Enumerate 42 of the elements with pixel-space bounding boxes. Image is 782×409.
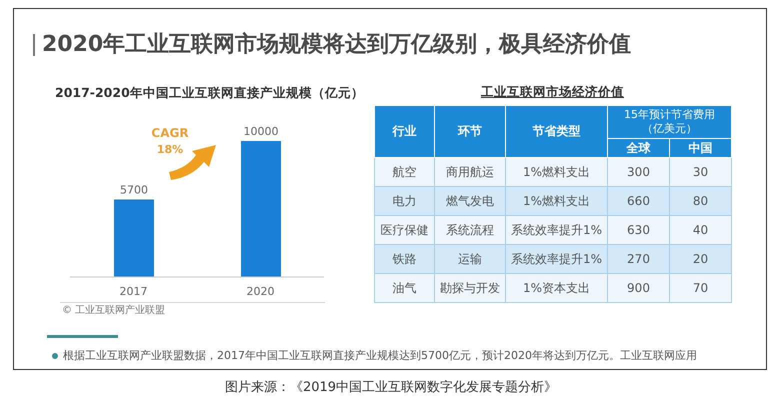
y-tick-label: 铁路	[392, 252, 416, 266]
x-tick-label: 环节	[458, 124, 482, 138]
data-label: 30	[692, 165, 708, 179]
data-label: 5700	[120, 183, 148, 196]
data-label: 10000	[244, 125, 278, 138]
text: CAGR	[151, 126, 189, 140]
annotation: 18%	[156, 143, 184, 156]
y-tick-label: 1%燃料支出	[522, 194, 590, 208]
x-tick-label: 2020	[246, 284, 274, 298]
data-label: 900	[627, 281, 650, 295]
data-label: 660	[627, 194, 650, 208]
text: © 工业互联网产业联盟	[62, 305, 166, 316]
data-label: 80	[692, 194, 708, 208]
x-tick-label: 2017	[120, 284, 148, 298]
y-tick-label: 航空	[392, 164, 416, 178]
text: 运输	[458, 252, 482, 266]
text: 商用航运	[446, 164, 494, 178]
y-tick-label: 1%资本支出	[522, 280, 590, 294]
y-tick-label: 1%燃料支出	[522, 164, 590, 178]
data-label: 630	[627, 223, 650, 237]
data-label: 300	[627, 165, 650, 179]
text: 15年预计节省费用（亿美元）	[624, 108, 715, 135]
y-tick-label: 电力	[392, 194, 416, 208]
y-tick-label: 油气	[392, 280, 416, 294]
text: 系统流程	[446, 222, 494, 236]
y-axis-title: 行业	[392, 124, 416, 138]
chart-subtitle: 2017-2020年中国工业互联网直接产业规模（亿元）	[55, 85, 364, 100]
y-tick-label: 系统效率提升1%	[510, 222, 602, 236]
x-tick-label: 中国	[688, 140, 712, 154]
data-label: 70	[692, 281, 708, 295]
y-axis-title: 节省类型	[532, 124, 580, 138]
chart-title: 2020年工业互联网市场规模将达到万亿级别，极具经济价值	[42, 32, 632, 57]
y-tick-label: 医疗保健	[380, 222, 428, 236]
data-label: 270	[627, 252, 650, 266]
x-tick-label: 全球	[626, 140, 650, 154]
y-tick-label: 系统效率提升1%	[510, 252, 602, 266]
data-label: 20	[692, 252, 708, 266]
text: 勘探与开发	[440, 280, 500, 294]
text: 图片来源：《2019中国工业互联网数字化发展专题分析》	[224, 380, 558, 395]
data-label: 40	[692, 223, 708, 237]
text: 燃气发电	[446, 194, 494, 208]
text: 根据工业互联网产业联盟数据，2017年中国工业互联网直接产业规模达到5700亿元，预计2020年将达到万亿元。工业互联网应用	[63, 349, 697, 362]
